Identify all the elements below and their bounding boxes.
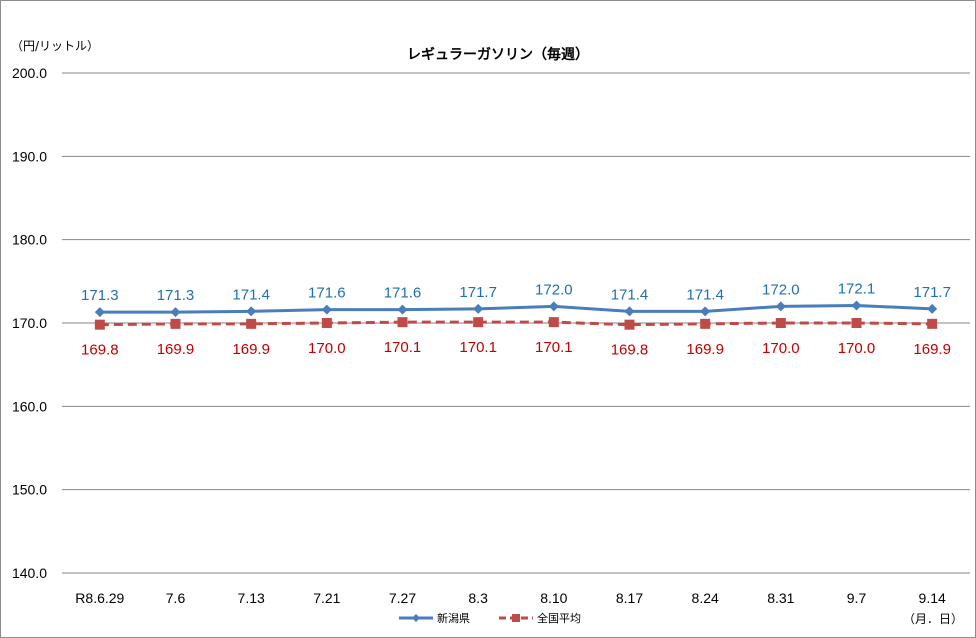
diamond-marker xyxy=(775,301,786,312)
data-label: 172.1 xyxy=(838,281,876,298)
y-axis-unit: （円/リットル） xyxy=(11,39,99,53)
data-label: 171.7 xyxy=(913,284,951,301)
diamond-marker xyxy=(700,306,711,317)
data-label: 170.0 xyxy=(762,340,800,357)
legend-label: 全国平均 xyxy=(537,611,581,625)
square-marker xyxy=(397,317,408,328)
legend-square-marker xyxy=(512,614,520,622)
x-tick-label: 9.7 xyxy=(847,590,867,606)
diamond-marker xyxy=(397,304,408,315)
y-tick-label: 160.0 xyxy=(12,398,47,414)
square-marker xyxy=(851,318,862,328)
y-tick-label: 200.0 xyxy=(12,65,47,81)
x-tick-label: 8.3 xyxy=(468,590,488,606)
x-tick-label: 8.24 xyxy=(692,590,719,606)
data-label: 171.6 xyxy=(308,285,346,302)
series-lines xyxy=(94,300,938,330)
data-label: 169.9 xyxy=(913,341,951,358)
x-tick-label: 9.14 xyxy=(919,590,946,606)
diamond-marker xyxy=(94,307,105,318)
data-label: 169.8 xyxy=(611,342,649,359)
square-marker xyxy=(548,317,559,328)
y-tick-label: 150.0 xyxy=(12,482,47,498)
square-marker xyxy=(700,318,711,329)
square-marker xyxy=(473,317,484,328)
x-tick-label: 7.6 xyxy=(166,590,186,606)
diamond-marker xyxy=(246,306,257,317)
y-tick-label: 190.0 xyxy=(12,148,47,164)
series-line-national xyxy=(99,320,933,327)
square-marker xyxy=(624,319,635,330)
data-label: 171.6 xyxy=(384,285,422,302)
y-axis-ticks: 140.0 150.0 160.0 170.0 180.0 190.0 200.0 xyxy=(12,65,47,581)
x-axis-unit: （月．日） xyxy=(903,612,963,626)
y-tick-label: 170.0 xyxy=(12,315,47,331)
chart-title: レギュラーガソリン（毎週） xyxy=(407,46,589,63)
y-tick-label: 140.0 xyxy=(12,565,47,581)
x-tick-label: R8.6.29 xyxy=(75,590,124,606)
data-label: 170.0 xyxy=(838,340,876,357)
legend-diamond-marker xyxy=(412,614,420,622)
series-line-niigata xyxy=(99,303,933,314)
data-label: 170.1 xyxy=(535,339,573,356)
legend-label: 新潟県 xyxy=(437,611,470,625)
diamond-marker xyxy=(548,301,559,312)
legend: 新潟県 全国平均 xyxy=(399,611,581,625)
data-label: 171.4 xyxy=(611,286,649,303)
diamond-marker xyxy=(927,303,938,314)
diamond-marker xyxy=(170,307,181,318)
x-tick-label: 7.21 xyxy=(313,590,340,606)
square-marker xyxy=(246,318,257,329)
data-label: 170.0 xyxy=(308,340,346,357)
x-tick-label: 7.27 xyxy=(389,590,416,606)
data-label: 169.9 xyxy=(157,341,195,358)
data-label: 171.4 xyxy=(232,286,270,303)
data-label: 170.1 xyxy=(384,339,422,356)
data-label: 170.1 xyxy=(459,339,497,356)
x-axis-ticks: R8.6.29 7.6 7.13 7.21 7.27 8.3 8.10 8.17 8.24 8.3… xyxy=(75,590,946,606)
square-marker xyxy=(170,318,181,329)
data-label: 171.4 xyxy=(686,286,724,303)
data-label: 169.8 xyxy=(81,342,119,359)
diamond-marker xyxy=(473,303,484,314)
data-label: 169.9 xyxy=(686,341,724,358)
data-label: 169.9 xyxy=(232,341,270,358)
diamond-marker xyxy=(851,300,862,311)
x-tick-label: 7.13 xyxy=(238,590,265,606)
diamond-marker xyxy=(321,304,332,315)
data-labels: 171.3 171.3 171.4 171.6 171.6 171.7 172.0 171.4… xyxy=(81,281,951,359)
data-label: 171.7 xyxy=(459,284,497,301)
square-marker xyxy=(775,318,786,328)
data-label: 172.0 xyxy=(535,281,573,298)
x-tick-label: 8.31 xyxy=(767,590,794,606)
y-tick-label: 180.0 xyxy=(12,232,47,248)
square-marker xyxy=(927,318,938,329)
data-label: 171.3 xyxy=(81,287,119,304)
x-tick-label: 8.17 xyxy=(616,590,643,606)
x-tick-label: 8.10 xyxy=(540,590,567,606)
data-label: 172.0 xyxy=(762,281,800,298)
square-marker xyxy=(321,318,332,328)
diamond-marker xyxy=(624,306,635,317)
square-marker xyxy=(94,319,105,330)
data-label: 171.3 xyxy=(157,287,195,304)
